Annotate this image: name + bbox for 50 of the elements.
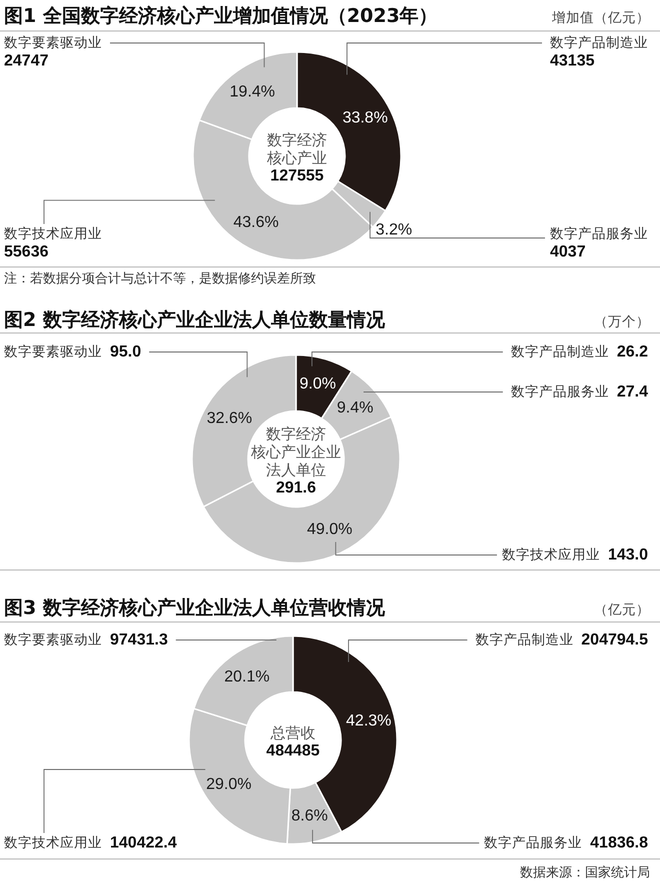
data-label: 95.0 [110, 344, 142, 360]
data-label: 140422.4 [110, 834, 177, 852]
text: 9.4% [336, 400, 374, 417]
text: 总营收 [270, 724, 316, 742]
chart-subtitle: 增加值（亿元） [551, 10, 650, 26]
text: 43.6% [233, 214, 279, 231]
text: 33.8% [342, 110, 388, 127]
data-label: 41836.8 [590, 834, 648, 852]
chart-title: 图1 全国数字经济核心产业增加值情况（2023年） [4, 5, 438, 27]
text: 484485 [266, 742, 320, 760]
source-note: 数据来源：国家统计局 [520, 864, 650, 880]
slice-label: 数字产品制造业 [510, 344, 609, 360]
chart-subtitle: （亿元） [594, 602, 650, 618]
slice-label: 数字要素驱动业 [4, 35, 102, 51]
slice-label: 数字技术应用业 [4, 226, 102, 242]
text: 3.2% [376, 222, 412, 239]
data-label: 143.0 [608, 546, 648, 564]
data-label: 97431.3 [110, 632, 168, 648]
chart-title: 图3 数字经济核心产业企业法人单位营收情况 [4, 597, 386, 619]
text: 29.0% [206, 776, 252, 793]
data-label: 204794.5 [581, 632, 648, 648]
data-label: 43135 [550, 52, 595, 70]
text: 8.6% [291, 808, 328, 825]
slice-label: 数字产品服务业 [550, 226, 648, 242]
text: 注：若数据分项合计与总计不等，是数据修约误差所致 [4, 272, 316, 286]
data-label: 24747 [4, 52, 49, 70]
chart-subtitle: （万个） [594, 314, 650, 330]
text: 20.1% [224, 668, 270, 686]
slice-label: 数字要素驱动业 [4, 344, 102, 360]
text: 19.4% [230, 84, 276, 101]
data-label: 26.2 [616, 344, 648, 360]
text: 32.6% [206, 410, 252, 427]
data-label: 27.4 [616, 384, 648, 400]
text: 49.0% [306, 520, 352, 538]
slice-label: 数字要素驱动业 [4, 632, 102, 648]
text: 数字经济核心产业 [266, 131, 327, 167]
data-label: 55636 [4, 244, 49, 260]
text: 291.6 [276, 480, 316, 496]
text: 9.0% [299, 376, 336, 393]
text: 42.3% [346, 712, 392, 730]
slice-label: 数字技术应用业 [4, 835, 102, 851]
slice-label: 数字产品制造业 [475, 632, 574, 648]
text: 数字经济核心产业企业法人单位 [250, 425, 341, 479]
slice-label: 数字产品服务业 [484, 835, 582, 851]
chart-title: 图2 数字经济核心产业企业法人单位数量情况 [4, 309, 386, 331]
text: 127555 [270, 168, 324, 184]
slice-label: 数字产品制造业 [550, 35, 648, 51]
slice-label: 数字技术应用业 [502, 547, 600, 563]
data-label: 4037 [550, 244, 586, 260]
slice-label: 数字产品服务业 [510, 384, 609, 400]
